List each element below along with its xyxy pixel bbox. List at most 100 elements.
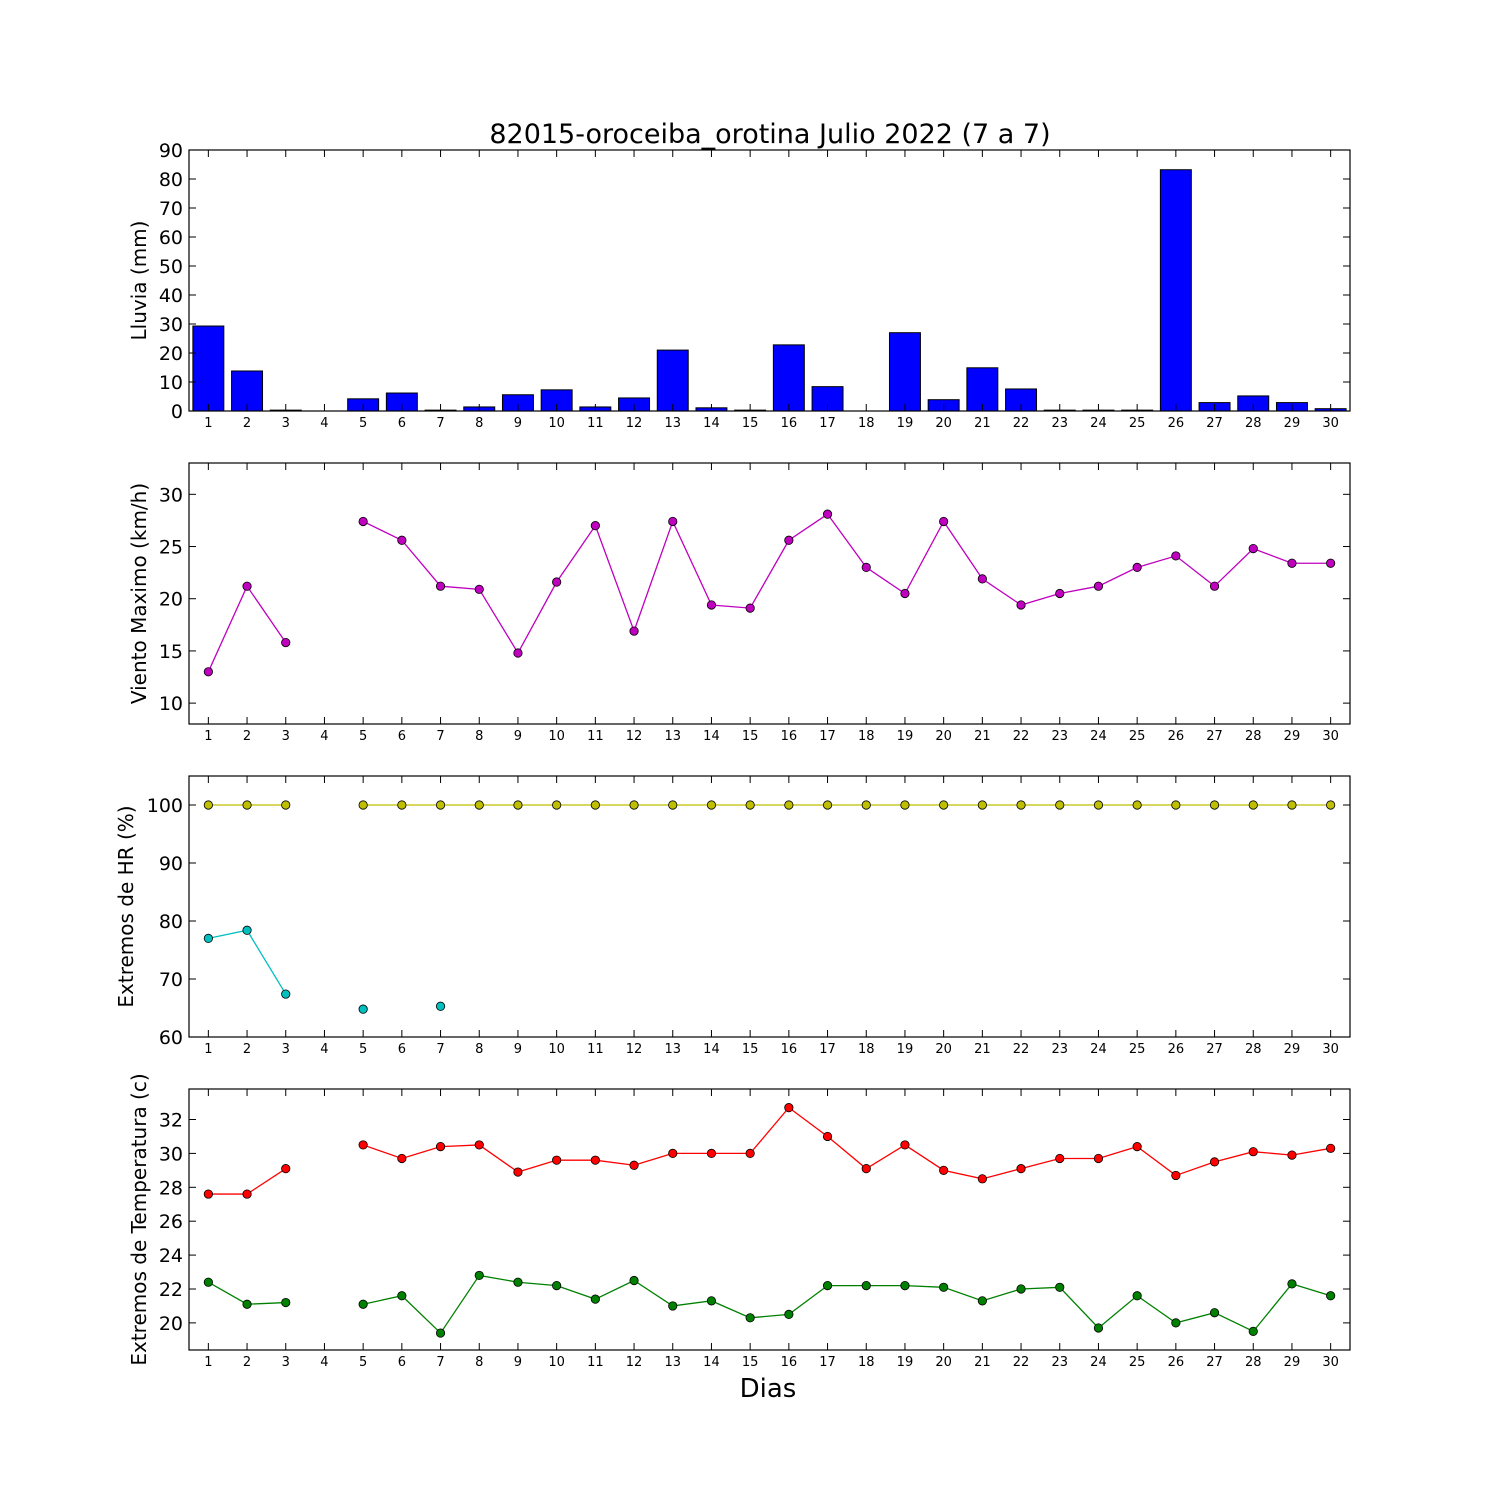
y-tick-label: 20 <box>159 343 183 365</box>
x-tick-label: 9 <box>514 1355 522 1370</box>
x-tick-label: 4 <box>320 416 328 431</box>
x-tick-label: 24 <box>1090 1042 1107 1057</box>
data-point <box>1209 1308 1220 1318</box>
data-point <box>1171 551 1181 561</box>
series-line <box>208 1274 1331 1335</box>
x-tick-label: 23 <box>1051 729 1068 744</box>
y-tick-label: 22 <box>159 1279 183 1301</box>
data-point <box>1209 800 1220 810</box>
y-tick-label: 30 <box>159 1143 183 1165</box>
data-point <box>939 1282 949 1292</box>
x-tick-label: 24 <box>1090 729 1107 744</box>
data-point <box>281 989 291 999</box>
data-point <box>1132 1142 1142 1152</box>
data-point <box>706 600 717 610</box>
x-tick-label: 28 <box>1245 416 1262 431</box>
y-tick-label: 20 <box>159 589 183 611</box>
x-tick-label: 30 <box>1322 729 1339 744</box>
data-point <box>1016 600 1026 610</box>
x-tick-label: 16 <box>781 1355 798 1370</box>
data-point <box>784 800 794 810</box>
x-tick-label: 12 <box>626 1355 643 1370</box>
x-tick-label: 13 <box>664 1355 681 1370</box>
data-point <box>358 800 368 810</box>
plot-frame <box>188 775 1351 1038</box>
x-tick-label: 3 <box>282 1355 290 1370</box>
data-point <box>1132 800 1142 810</box>
data-point <box>822 1280 833 1291</box>
x-tick-label: 29 <box>1284 729 1301 744</box>
x-tick-label: 16 <box>781 416 798 431</box>
x-tick-label: 3 <box>282 416 290 431</box>
x-axis-label: Dias <box>740 1374 797 1404</box>
x-tick-label: 21 <box>974 1355 991 1370</box>
chart-title: 82015-oroceiba_orotina Julio 2022 (7 a 7… <box>489 119 1050 150</box>
data-point <box>900 1140 910 1150</box>
data-point <box>861 1164 871 1174</box>
data-point <box>1093 1153 1104 1164</box>
data-point <box>203 1277 213 1287</box>
data-point <box>977 800 987 810</box>
x-tick-label: 1 <box>204 1355 212 1370</box>
data-point <box>1171 1318 1181 1328</box>
data-point <box>513 800 523 810</box>
data-point <box>1016 1164 1026 1174</box>
data-point <box>1287 558 1297 568</box>
x-tick-label: 19 <box>897 729 914 744</box>
data-point <box>668 1301 678 1311</box>
data-point <box>1016 800 1026 810</box>
x-tick-label: 25 <box>1129 416 1146 431</box>
x-tick-label: 13 <box>664 729 681 744</box>
x-tick-label: 19 <box>897 1042 914 1057</box>
x-tick-label: 10 <box>548 729 565 744</box>
x-tick-label: 27 <box>1206 729 1223 744</box>
data-point <box>1209 581 1220 591</box>
x-tick-label: 15 <box>742 416 759 431</box>
x-tick-label: 21 <box>974 1042 991 1057</box>
data-point <box>939 800 949 810</box>
data-point <box>977 1296 987 1306</box>
x-tick-label: 5 <box>359 729 367 744</box>
data-point <box>242 1189 252 1199</box>
x-tick-label: 4 <box>320 1355 328 1370</box>
data-point <box>784 535 794 545</box>
x-tick-label: 24 <box>1090 416 1107 431</box>
rain-bar <box>656 349 689 412</box>
x-tick-label: 7 <box>436 729 444 744</box>
data-point <box>1016 1284 1026 1294</box>
data-point <box>939 516 949 527</box>
data-point <box>1093 581 1104 591</box>
x-tick-label: 8 <box>475 729 483 744</box>
x-tick-label: 4 <box>320 1042 328 1057</box>
data-point <box>1326 800 1336 810</box>
x-tick-label: 10 <box>548 1042 565 1057</box>
data-point <box>358 1299 368 1309</box>
y-tick-label: 60 <box>159 227 183 249</box>
x-tick-label: 25 <box>1129 1355 1146 1370</box>
y-tick-label: 100 <box>147 795 183 817</box>
data-point <box>861 562 871 573</box>
x-tick-label: 8 <box>475 1042 483 1057</box>
data-point <box>1055 800 1065 810</box>
x-tick-label: 29 <box>1284 416 1301 431</box>
y-tick-label: 15 <box>159 641 183 663</box>
data-point <box>784 1309 794 1320</box>
data-point <box>1132 1291 1142 1301</box>
data-point <box>590 800 600 810</box>
data-point <box>435 800 446 810</box>
x-tick-label: 27 <box>1206 1355 1223 1370</box>
x-tick-label: 29 <box>1284 1042 1301 1057</box>
data-point <box>513 1277 523 1287</box>
data-point <box>590 1294 600 1304</box>
data-point <box>861 800 871 810</box>
x-tick-label: 11 <box>587 1042 604 1057</box>
x-tick-label: 29 <box>1284 1355 1301 1370</box>
x-tick-label: 2 <box>243 729 251 744</box>
data-point <box>1132 562 1142 573</box>
data-point <box>203 1189 213 1199</box>
x-tick-label: 14 <box>703 729 720 744</box>
data-point <box>977 574 987 584</box>
x-tick-label: 16 <box>781 729 798 744</box>
y-tick-label: 0 <box>171 401 183 423</box>
